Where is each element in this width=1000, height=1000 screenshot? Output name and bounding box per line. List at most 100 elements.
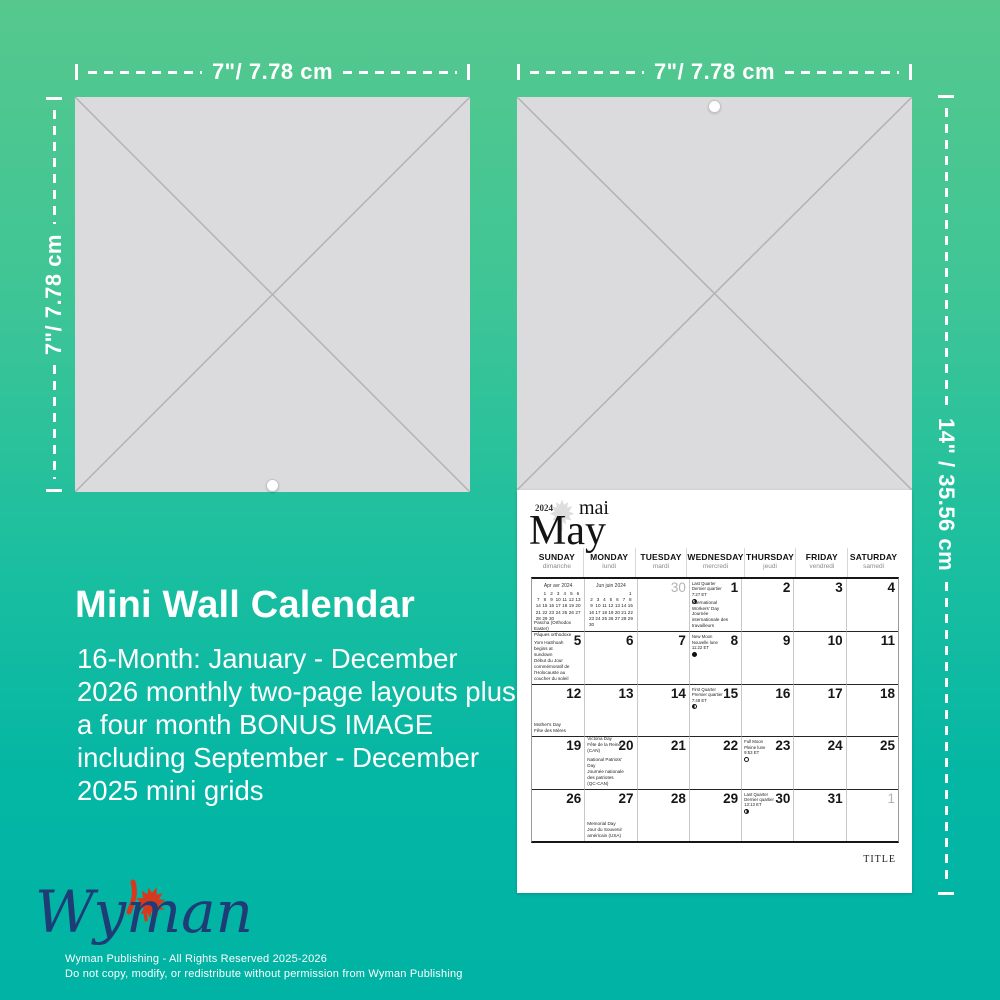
left-width-dimension: 7"/ 7.78 cm [75,58,470,86]
moon-phase-icon [691,651,697,657]
dashed-line [52,110,56,224]
date-number: 20 [618,738,634,754]
calendar-cell: 20 Victoria Day Fête de la Reine (CAN) Nati… [584,736,637,789]
calendar-cell: 23 Full Moon Pleine lune 9:53 ET [741,736,794,789]
calendar-cell: 18 [845,683,898,737]
calendar-cell: 14 [636,683,689,737]
calendar-cell: 29 [688,788,742,841]
date-number: 30 [775,790,791,806]
calendar-cell: 30 [636,579,689,632]
calendar-cell: 17 [793,683,846,737]
dimension-cap [467,64,470,80]
product-title: Mini Wall Calendar [75,584,416,626]
copyright-line-1: Wyman Publishing - All Rights Reserved 2… [65,953,328,965]
date-number: 31 [827,790,843,806]
date-number: 7 [678,633,686,649]
calendar-cell: 19 [532,736,585,788]
dashed-line [944,108,948,409]
moon-phase-icon [744,756,750,762]
date-number: 3 [835,580,843,595]
dashed-line [530,70,644,74]
dimension-cap [517,64,520,80]
copyright-line-2: Do not copy, modify, or redistribute wit… [65,967,463,980]
calendar-page: 2024 mai May SUNDAY dimanche MONDAY lundi TU… [517,490,912,893]
date-number: 2 [782,580,791,595]
hanger-hole [266,479,279,492]
calendar-cell: 2 [741,579,793,632]
moon-phase-annotation: Full Moon Pleine lune 9:53 ET [744,739,778,762]
date-number: 15 [723,685,739,701]
dimension-cap [46,97,62,100]
date-number: 10 [827,633,843,649]
weekday-label: SUNDAY dimanche [538,552,576,570]
logo-text: Wyman [35,878,253,946]
calendar-cell: 9 [741,631,794,684]
calendar-year: 2024 [535,503,553,513]
dimension-cap [938,892,954,896]
date-number: 21 [670,738,686,754]
dimension-cap [75,64,78,80]
mini-month-calendar: Apr avr 2024 1 2 3 4 5 6 7 8 9 10 11 12 13 14 15 16 17 18 1… [535,583,581,621]
moon-phase-annotation: Last Quarter Dernier quartier 13:13 ET [744,792,778,815]
moon-phase-icon [691,598,697,604]
weekday-label: SATURDAY samedi [847,548,899,577]
moon-phase-icon [691,704,697,710]
dashed-line [944,581,948,883]
holiday-annotations: Memorial Day Jour du Souvenir américain (… [587,821,623,839]
date-number: 16 [775,685,791,701]
moon-phase-annotation: Last Quarter Dernier quartier 7:27 ET [691,581,726,604]
calendar-cell: 6 [584,631,637,684]
mini-month-calendar: Jun juin 2024 1 2 3 4 5 6 7 8 9 10 11 12 13 14 15 16 17 18… [588,583,633,627]
dimension-cap [909,64,912,80]
date-number: 1 [887,790,895,806]
product-description: 16-Month: January - December 2026 monthl… [77,643,516,806]
dimension-cap [46,489,62,492]
date-number: 13 [618,685,634,701]
placeholder-x-icon [75,97,470,492]
back-cover-image-placeholder [75,97,470,492]
date-number: 14 [670,685,686,701]
date-number: 17 [827,685,843,701]
weekday-label: TUESDAY mardi [634,548,687,577]
dashed-line [88,70,202,74]
moon-phase-annotation: New Moon Nouvelle lune 11:22 ET [691,634,726,657]
date-number: 23 [775,738,791,754]
moon-phase-icon [744,809,750,815]
maple-leaf-icon [549,499,575,531]
left-height-dimension: 7"/ 7.78 cm [40,97,68,492]
left-height-label: 7"/ 7.78 cm [41,233,66,356]
calendar-cell: 11 [845,631,898,684]
placeholder-x-icon [517,97,912,490]
calendar-cell: 21 [636,736,689,789]
dashed-line [343,70,457,74]
moon-phase-annotation: First Quarter Premier quartier 7:48 ET [691,687,726,710]
date-number: 8 [730,633,739,649]
date-number: 28 [670,790,686,806]
wyman-logo: Wyman [35,878,253,946]
right-width-label: 7"/ 7.78 cm [653,59,776,84]
date-number: 5 [573,633,582,649]
calendar-cell: 25 [845,736,898,789]
calendar-cell: 31 [793,788,846,841]
calendar-cell: 15 First Quarter Premier quartier 7:48 ET [688,683,742,737]
calendar-cell: 4 [845,579,898,632]
calendar-cell: 22 [688,736,742,789]
date-number: 4 [887,580,895,595]
holiday-annotations: Victoria Day Fête de la Reine (CAN) Nation… [587,736,624,786]
calendar-cell: 16 [741,683,794,737]
calendar-cell: 13 [584,683,637,737]
calendar-cell: 26 [532,788,585,841]
weekday-label: MONDAY lundi [582,548,635,577]
left-width-label: 7"/ 7.78 cm [211,59,334,84]
calendar-cell: 28 [636,788,689,841]
copyright: Wyman Publishing - All Rights Reserved 2… [65,952,463,982]
dashed-line [52,365,56,479]
calendar-cell: 12 Mother's Day Fête des Mères [532,683,585,736]
date-number: 1 [730,580,739,595]
holiday-annotations: International Workers' Day Journée intern… [691,599,729,629]
calendar-grid: Apr avr 2024 1 2 3 4 5 6 7 8 9 10 11 12 13 14 15 16 17 18 1… [531,577,899,843]
maple-leaf-icon [126,879,166,922]
calendar-cell: 8 New Moon Nouvelle lune 11:22 ET [688,631,742,684]
weekday-label: THURSDAY jeudi [743,548,796,577]
date-number: 22 [723,738,739,754]
